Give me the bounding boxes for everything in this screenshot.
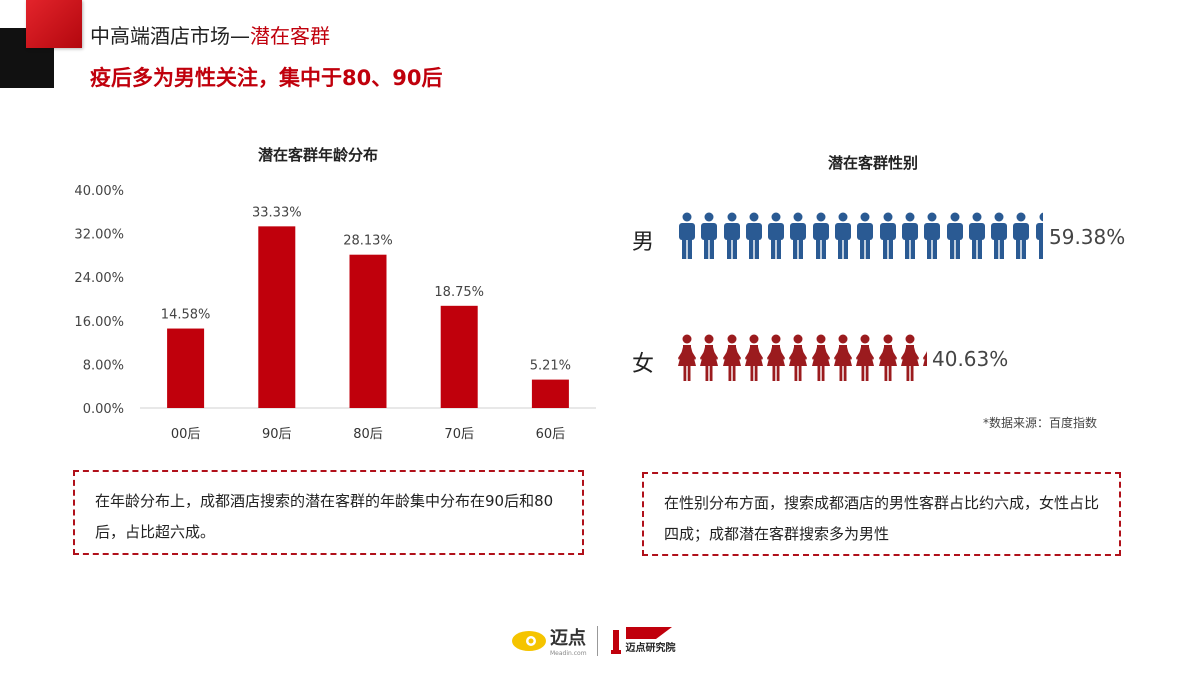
female-person-icon: [878, 334, 900, 382]
bar: [258, 226, 296, 408]
bar-data-label: 33.33%: [252, 205, 302, 220]
bar-data-label: 18.75%: [434, 285, 484, 300]
page-title-highlight: 潜在客群: [250, 24, 330, 48]
y-tick-label: 16.00%: [74, 315, 124, 330]
male-person-icon: [744, 212, 766, 260]
y-tick-label: 8.00%: [83, 358, 124, 373]
bar-data-label: 5.21%: [530, 359, 571, 374]
bar: [531, 379, 569, 408]
bar: [349, 254, 387, 408]
meadin-eye-logo-icon: [512, 630, 546, 651]
gender-label-female: 女: [632, 352, 655, 377]
institute-name: 迈点研究院: [625, 643, 676, 654]
logo-name: 迈点: [550, 628, 586, 649]
bar: [167, 328, 205, 408]
male-person-icon: [788, 212, 810, 260]
male-person-icon: [922, 212, 944, 260]
x-tick-label: 70后: [444, 427, 474, 442]
gender-insight-text: 在性别分布方面，搜索成都酒店的男性客群占比约六成，女性占比四成；成都潜在客群搜索…: [664, 494, 1100, 543]
male-person-icon: [677, 212, 699, 260]
female-person-icon: [900, 334, 922, 382]
y-tick-label: 0.00%: [83, 402, 124, 417]
male-person-icon: [945, 212, 967, 260]
x-tick-label: 80后: [353, 427, 383, 442]
footer-divider: [596, 625, 598, 656]
age-insight-box: 在年龄分布上，成都酒店搜索的潜在客群的年龄集中分布在90后和80后，占比超六成。: [73, 470, 584, 555]
male-person-icon: [900, 212, 922, 260]
y-tick-label: 32.00%: [74, 228, 124, 243]
page-title: 中高端酒店市场—潜在客群: [90, 20, 330, 49]
gender-chart-title: 潜在客群性别: [828, 154, 919, 172]
male-percentage: 59.38%: [1049, 225, 1126, 249]
female-person-icon: [855, 334, 877, 382]
gender-insight-box: 在性别分布方面，搜索成都酒店的男性客群占比约六成，女性占比四成；成都潜在客群搜索…: [642, 472, 1121, 556]
male-person-icon: [833, 212, 855, 260]
logo-domain: Meadin.com: [550, 650, 587, 657]
age-distribution-chart: 0.00% 8.00% 16.00% 24.00% 32.00% 40.00% 14.58%…: [74, 184, 596, 442]
male-pictogram-row: [677, 212, 1043, 260]
x-tick-label: 00后: [171, 427, 201, 442]
y-tick-label: 40.00%: [74, 184, 124, 199]
male-person-icon: [1011, 212, 1033, 260]
data-source: *数据来源：百度指数: [983, 416, 1098, 430]
female-person-icon: [811, 334, 833, 382]
footer-logos: 迈点 Meadin.com 迈点研究院: [510, 624, 676, 657]
corner-decoration-red: [26, 0, 82, 48]
age-insight-text: 在年龄分布上，成都酒店搜索的潜在客群的年龄集中分布在90后和80后，占比超六成。: [95, 492, 554, 541]
bar-data-label: 28.13%: [343, 234, 393, 249]
x-tick-label: 60后: [536, 427, 566, 442]
page-title-prefix: 中高端酒店市场—: [90, 24, 250, 48]
male-person-icon: [1034, 212, 1043, 260]
female-person-icon: [677, 334, 699, 382]
female-person-icon: [699, 334, 721, 382]
x-tick-label: 90后: [262, 427, 292, 442]
female-person-icon: [722, 334, 744, 382]
male-person-icon: [811, 212, 833, 260]
female-person-icon: [922, 334, 927, 382]
bar: [440, 305, 478, 408]
male-person-icon: [878, 212, 900, 260]
institute-tower-logo-icon: [610, 629, 621, 654]
female-pictogram-row: [677, 334, 927, 382]
female-person-icon: [766, 334, 788, 382]
male-person-icon: [766, 212, 788, 260]
y-tick-label: 24.00%: [74, 271, 124, 286]
male-person-icon: [699, 212, 721, 260]
female-person-icon: [788, 334, 810, 382]
bar-data-label: 14.58%: [161, 308, 211, 323]
male-person-icon: [855, 212, 877, 260]
age-chart-title: 潜在客群年龄分布: [258, 146, 379, 164]
female-person-icon: [833, 334, 855, 382]
institute-flag-icon: [625, 627, 672, 639]
female-percentage: 40.63%: [932, 347, 1009, 371]
female-person-icon: [744, 334, 766, 382]
male-person-icon: [722, 212, 744, 260]
gender-label-male: 男: [632, 230, 655, 255]
male-person-icon: [989, 212, 1011, 260]
page-subtitle: 疫后多为男性关注，集中于80、90后: [90, 66, 443, 90]
male-person-icon: [967, 212, 989, 260]
